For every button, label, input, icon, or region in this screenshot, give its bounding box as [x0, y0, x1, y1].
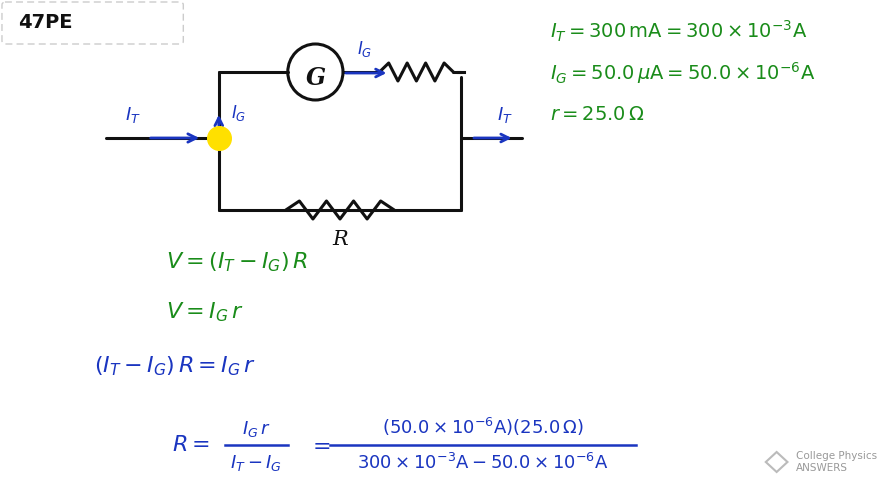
Text: $I_G$: $I_G$ — [357, 39, 373, 59]
Text: College Physics
ANSWERS: College Physics ANSWERS — [797, 451, 877, 473]
Text: 47PE: 47PE — [18, 13, 73, 32]
Text: $300\times10^{-3}\mathrm{A} - 50.0\times10^{-6}\mathrm{A}$: $300\times10^{-3}\mathrm{A} - 50.0\times… — [358, 453, 608, 473]
Text: $r = 25.0\,\Omega$: $r = 25.0\,\Omega$ — [550, 106, 644, 124]
Text: $(50.0\times10^{-6}\mathrm{A})(25.0\,\Omega)$: $(50.0\times10^{-6}\mathrm{A})(25.0\,\Om… — [382, 416, 584, 438]
Text: R: R — [332, 230, 348, 249]
Text: $I_T$: $I_T$ — [125, 105, 141, 125]
Text: $=$: $=$ — [308, 434, 331, 456]
Text: $V = (I_T - I_G)\,R$: $V = (I_T - I_G)\,R$ — [166, 250, 307, 274]
Text: $I_T - I_G$: $I_T - I_G$ — [230, 453, 282, 473]
Text: $R =$: $R =$ — [172, 434, 211, 456]
FancyBboxPatch shape — [2, 2, 184, 44]
Text: $I_G = 50.0\,\mu\mathrm{A} = 50.0\times10^{-6}\mathrm{A}$: $I_G = 50.0\,\mu\mathrm{A} = 50.0\times1… — [550, 60, 815, 86]
Text: $I_T$: $I_T$ — [496, 105, 513, 125]
Text: $I_T = 300\,\mathrm{mA} = 300\times10^{-3}\mathrm{A}$: $I_T = 300\,\mathrm{mA} = 300\times10^{-… — [550, 18, 807, 43]
Text: $I_G\,r$: $I_G\,r$ — [242, 419, 271, 439]
Text: $V = I_G\,r$: $V = I_G\,r$ — [166, 300, 243, 323]
Text: $(I_T - I_G)\,R = I_G\,r$: $(I_T - I_G)\,R = I_G\,r$ — [93, 354, 255, 378]
Text: $I_G$: $I_G$ — [230, 103, 246, 123]
Text: G: G — [306, 66, 325, 90]
